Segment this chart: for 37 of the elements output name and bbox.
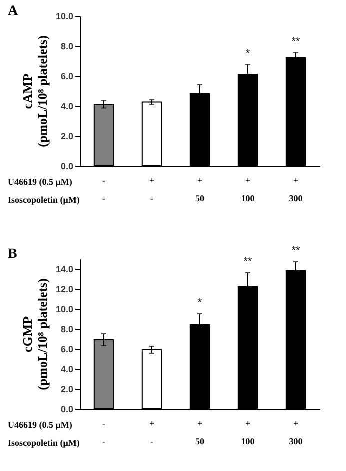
x-tick-label: + 100 (241, 176, 256, 204)
y-tick-label: 6.0 (60, 72, 74, 82)
y-tick-label: 0.0 (60, 404, 74, 414)
y-axis-title: cGMP (pmoL/10⁸ platelets) (20, 278, 50, 390)
y-tick-label: 8.0 (60, 324, 74, 334)
y-tick-label: 8.0 (60, 42, 74, 52)
y-tick-label: 2.0 (60, 384, 74, 394)
x-tick-label: - - (102, 418, 106, 446)
annotation: * (246, 48, 251, 60)
text: Isoscopoletin (μM) (8, 195, 80, 205)
x-tick-label: + 300 (289, 176, 304, 204)
chart-title: A (8, 4, 19, 19)
y-tick-label: 10.0 (56, 304, 74, 314)
y-tick-label: 0.0 (60, 162, 74, 172)
text: U46619 (0.5 μM) (8, 420, 72, 430)
text: Isoscopoletin (μM) (8, 438, 80, 448)
x-tick-label: + 100 (241, 418, 256, 446)
annotation: * (198, 297, 203, 309)
text: U46619 (0.5 μM) (8, 177, 72, 187)
x-tick-label: + 50 (196, 176, 205, 204)
x-tick-label: + 300 (289, 418, 304, 446)
y-tick-label: 4.0 (60, 364, 74, 374)
x-tick-label: + - (149, 176, 155, 204)
y-tick-label: 14.0 (56, 264, 74, 274)
y-axis-title: cAMP (pmoL/10⁸ platelets) (20, 36, 50, 148)
y-tick-label: 4.0 (60, 102, 74, 112)
annotation: ** (292, 245, 301, 257)
y-tick-label: 10.0 (56, 12, 74, 22)
x-tick-label: - - (102, 176, 106, 204)
y-tick-label: 12.0 (56, 284, 74, 294)
annotation: ** (292, 36, 301, 48)
chart-title: B (8, 247, 18, 262)
x-tick-label: + 50 (196, 418, 205, 446)
annotation: ** (244, 256, 253, 268)
y-tick-label: 6.0 (60, 344, 74, 354)
y-tick-label: 2.0 (60, 132, 74, 142)
x-tick-label: + - (149, 418, 155, 446)
